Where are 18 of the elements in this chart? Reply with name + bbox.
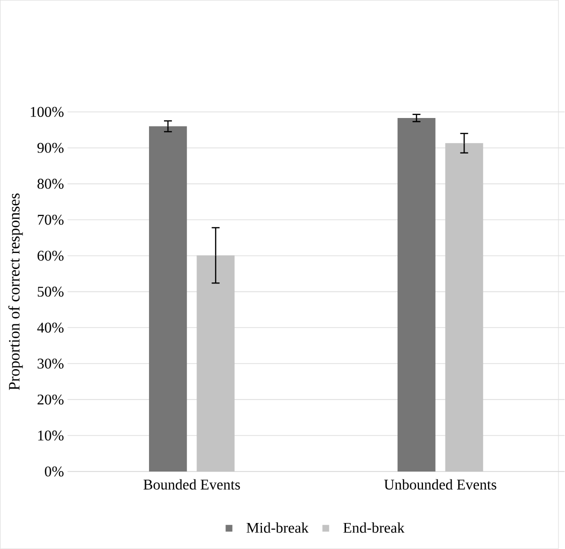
y-tick-label: 20% xyxy=(38,394,64,405)
x-tick-label: Unbounded Events xyxy=(384,479,496,490)
x-tick-label: Bounded Events xyxy=(144,479,240,490)
y-tick-label: 0% xyxy=(44,466,64,477)
legend-label: Mid-break xyxy=(246,522,309,533)
y-tick-label: 90% xyxy=(37,142,64,153)
y-tick-label: 10% xyxy=(38,430,64,441)
bar xyxy=(149,126,187,472)
y-tick-label: 30% xyxy=(38,358,64,369)
y-tick-label: 40% xyxy=(37,322,64,333)
legend-label: End-break xyxy=(343,522,405,533)
y-tick-label: 80% xyxy=(37,178,64,189)
y-tick-label: 60% xyxy=(38,250,64,261)
bar xyxy=(398,118,436,472)
y-tick-label: 50% xyxy=(38,286,64,297)
y-tick-label: 100% xyxy=(30,106,64,117)
y-tick-label: 70% xyxy=(38,214,64,225)
y-axis-title: Proportion of correct responses xyxy=(8,194,23,390)
